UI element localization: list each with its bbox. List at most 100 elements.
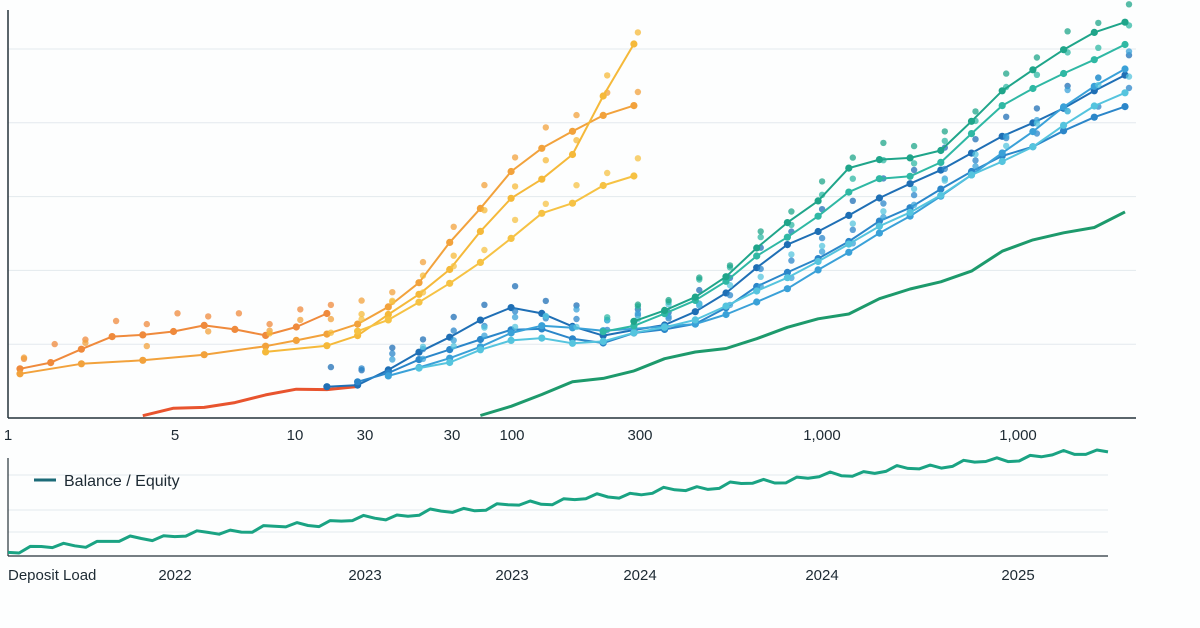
top-series-5 xyxy=(142,385,358,418)
data-point xyxy=(481,207,488,214)
data-point xyxy=(16,370,24,378)
data-point xyxy=(507,234,515,242)
data-point xyxy=(849,197,856,204)
data-point xyxy=(542,157,549,164)
data-point xyxy=(1121,103,1129,111)
data-point xyxy=(82,339,89,347)
data-point xyxy=(384,303,392,311)
data-point xyxy=(143,342,150,350)
data-point xyxy=(845,248,853,256)
data-point xyxy=(845,164,853,172)
data-point xyxy=(1033,54,1041,61)
data-point xyxy=(880,139,887,147)
data-point xyxy=(231,325,239,333)
data-point xyxy=(906,154,914,162)
data-point xyxy=(292,336,300,344)
data-point xyxy=(1090,113,1098,121)
data-point xyxy=(880,213,887,221)
x-tick-label: 1,000 xyxy=(803,427,841,444)
data-point xyxy=(634,155,642,162)
data-point xyxy=(327,329,335,336)
data-point xyxy=(604,314,611,321)
data-point xyxy=(1064,108,1071,115)
data-point xyxy=(389,297,396,304)
data-point xyxy=(967,171,976,179)
data-point xyxy=(783,274,792,282)
data-point xyxy=(20,354,28,361)
data-point xyxy=(967,130,976,138)
data-point xyxy=(875,175,884,183)
data-point xyxy=(323,383,331,391)
data-point xyxy=(1029,128,1037,136)
top-series-9 xyxy=(415,73,1133,372)
data-point xyxy=(507,194,515,202)
data-point xyxy=(937,185,945,193)
data-point xyxy=(1095,74,1102,82)
data-point xyxy=(634,310,642,317)
data-point xyxy=(910,160,918,167)
data-point xyxy=(538,175,546,183)
data-point xyxy=(880,200,887,207)
data-point xyxy=(1029,84,1037,93)
data-point xyxy=(630,40,638,48)
data-point xyxy=(384,316,392,324)
data-point xyxy=(538,144,546,152)
data-point xyxy=(757,233,764,241)
data-point xyxy=(542,124,549,131)
data-point xyxy=(174,310,181,317)
data-point xyxy=(880,208,887,215)
x-tick-label: 2023 xyxy=(495,567,528,584)
data-point xyxy=(726,262,734,269)
legend-label: Balance / Equity xyxy=(64,473,180,490)
x-tick-label: 2023 xyxy=(348,567,381,584)
data-point xyxy=(384,310,392,319)
data-point xyxy=(599,328,607,336)
data-point xyxy=(998,102,1006,110)
data-point xyxy=(967,117,976,125)
data-point xyxy=(511,283,519,290)
x-tick-label: 30 xyxy=(357,427,374,444)
data-point xyxy=(200,321,208,329)
data-point xyxy=(415,279,423,287)
series-line xyxy=(19,312,328,370)
data-point xyxy=(814,212,822,220)
data-point xyxy=(691,308,699,316)
top-chart-x-tick-labels: 1 5 10 30 30 100 300 1,000 1,000 xyxy=(4,427,1037,444)
data-point xyxy=(1125,84,1133,92)
balance-equity-line xyxy=(7,448,1109,555)
data-point xyxy=(476,227,484,235)
data-point xyxy=(818,242,826,250)
data-point xyxy=(937,191,945,199)
data-point xyxy=(1121,40,1129,49)
data-point xyxy=(568,150,577,159)
data-point xyxy=(507,336,515,344)
data-point xyxy=(634,301,642,308)
data-point xyxy=(845,188,853,196)
data-point xyxy=(450,342,457,350)
data-point xyxy=(200,351,208,359)
x-tick-label: 5 xyxy=(171,427,179,444)
data-point xyxy=(1095,44,1102,51)
data-point xyxy=(634,88,642,96)
data-point xyxy=(910,142,918,150)
data-point xyxy=(450,337,457,344)
data-point xyxy=(722,310,730,319)
data-point xyxy=(139,331,147,339)
data-point xyxy=(1121,18,1129,26)
data-point xyxy=(389,350,396,357)
data-point xyxy=(419,272,427,279)
data-point xyxy=(753,252,761,260)
data-point xyxy=(1060,69,1068,78)
data-point xyxy=(205,313,212,320)
data-point xyxy=(16,365,24,373)
data-point xyxy=(753,298,761,306)
series-line xyxy=(633,21,1126,323)
data-point xyxy=(1090,102,1098,110)
data-point xyxy=(262,348,270,356)
top-chart-gridlines xyxy=(8,48,1136,345)
x-tick-label: 300 xyxy=(627,427,652,444)
data-point xyxy=(783,219,792,227)
data-point xyxy=(262,342,270,350)
data-point xyxy=(358,297,365,304)
data-point xyxy=(354,327,362,335)
